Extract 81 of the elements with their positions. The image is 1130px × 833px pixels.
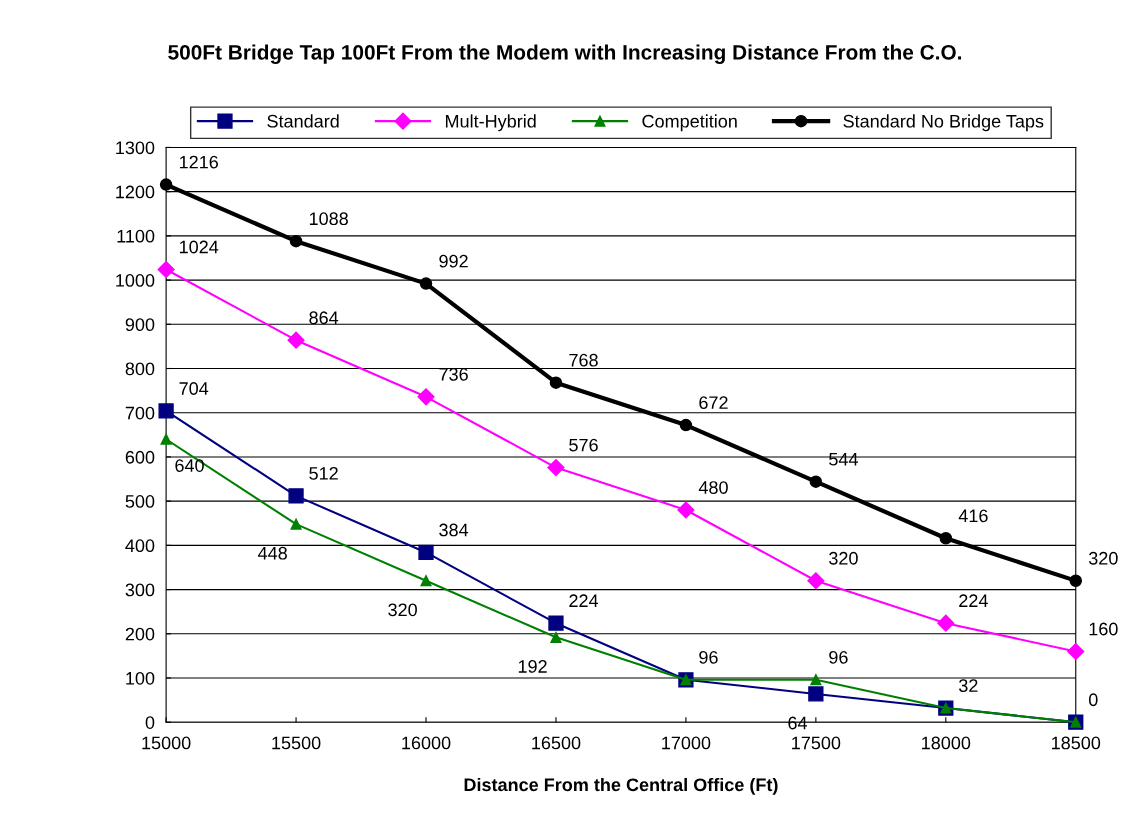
y-tick-label: 600: [125, 450, 155, 464]
data-label: 704: [179, 382, 209, 395]
legend-label: Mult-Hybrid: [445, 114, 536, 132]
y-tick-label: 500: [125, 495, 155, 508]
legend-label: Standard No Bridge Taps: [843, 114, 1044, 132]
point: [290, 518, 302, 530]
x-tick-label: 17500: [792, 736, 841, 750]
point: [1069, 574, 1083, 587]
data-label: 320: [829, 551, 858, 565]
point: [419, 277, 433, 290]
data-label: 480: [698, 481, 728, 494]
data-label: 1216: [179, 155, 218, 169]
data-label: 0: [1088, 693, 1098, 707]
point: [158, 403, 174, 419]
data-label: 512: [309, 466, 338, 480]
point: [547, 458, 565, 477]
point: [809, 475, 823, 488]
data-label: 576: [569, 438, 598, 452]
point: [159, 178, 173, 191]
data-label: 32: [959, 679, 978, 692]
y-tick-label: 1300: [116, 141, 155, 155]
y-tick-label: 1200: [116, 185, 155, 199]
x-tick-label: 18500: [1052, 736, 1101, 750]
y-tick-label: 1000: [116, 274, 155, 287]
y-tick-label: 800: [125, 362, 155, 376]
data-label: 192: [518, 660, 547, 673]
x-tick-label: 15500: [272, 736, 321, 750]
y-tick-label: 1100: [117, 229, 155, 243]
data-label: 640: [175, 459, 204, 472]
point: [810, 674, 822, 686]
x-tick-label: 16000: [402, 736, 451, 750]
x-tick-label: 16500: [532, 736, 581, 750]
point: [420, 575, 432, 587]
data-label: 224: [959, 594, 988, 607]
x-tick-label: 15000: [142, 736, 191, 750]
point: [679, 418, 693, 432]
chart-title: 500Ft Bridge Tap 100Ft From the Modem with Increasing Distance From the C.O.: [168, 44, 962, 64]
data-label: 320: [1088, 551, 1118, 565]
x-tick-label: 17000: [662, 736, 711, 750]
point: [289, 234, 303, 248]
data-label: 96: [829, 650, 848, 664]
x-tick-label: 18000: [922, 736, 971, 750]
point: [417, 388, 435, 406]
legend-label: Standard: [267, 114, 339, 128]
point: [160, 433, 172, 445]
point: [677, 501, 695, 519]
y-tick-label: 300: [125, 583, 155, 597]
data-label: 320: [388, 603, 417, 617]
data-label: 768: [569, 353, 598, 367]
point: [288, 488, 304, 504]
data-label: 864: [309, 311, 339, 325]
point: [550, 631, 562, 643]
data-label: 416: [958, 509, 988, 523]
y-tick-label: 0: [145, 716, 155, 729]
data-label: 224: [569, 594, 599, 607]
point: [939, 532, 953, 545]
data-label: 1024: [179, 240, 219, 254]
point: [808, 686, 824, 702]
data-label: 672: [699, 396, 728, 410]
point: [549, 376, 563, 389]
data-label: 1088: [309, 212, 348, 226]
data-label: 96: [699, 650, 718, 664]
y-tick-label: 700: [125, 406, 155, 420]
point: [418, 544, 434, 561]
point: [937, 614, 955, 632]
data-label: 992: [439, 254, 468, 268]
y-tick-label: 100: [126, 671, 155, 685]
data-label: 160: [1089, 622, 1118, 636]
data-label: 384: [439, 523, 469, 537]
y-tick-label: 400: [125, 539, 155, 553]
y-tick-label: 900: [125, 318, 155, 332]
point: [1067, 642, 1085, 661]
y-tick-label: 200: [125, 627, 155, 641]
point: [157, 260, 175, 279]
x-axis-title: Distance From the Central Office (Ft): [464, 777, 778, 795]
legend-label: Competition: [642, 114, 737, 132]
data-label: 544: [829, 453, 858, 466]
data-label: 448: [258, 546, 287, 560]
point: [807, 572, 825, 590]
point: [548, 615, 564, 631]
point: [287, 331, 305, 349]
